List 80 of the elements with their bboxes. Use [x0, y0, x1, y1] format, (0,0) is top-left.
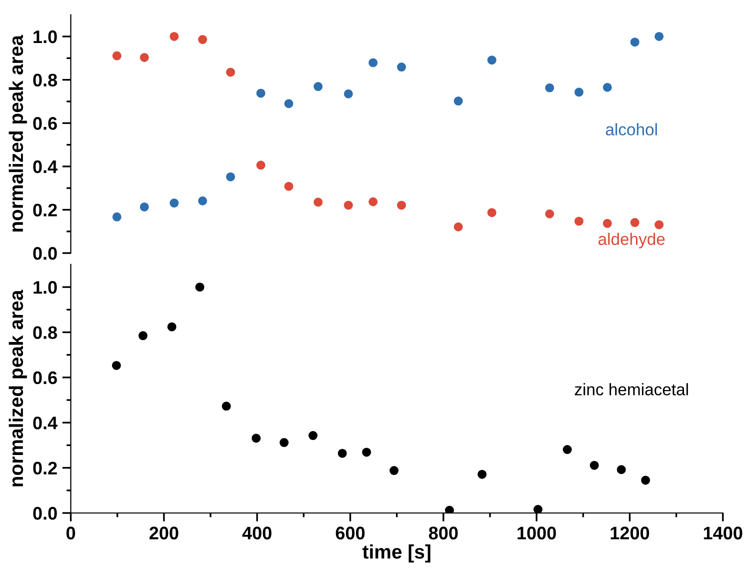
point — [338, 448, 347, 458]
point — [112, 212, 122, 222]
point — [140, 52, 149, 62]
point — [390, 466, 399, 476]
point — [602, 218, 612, 228]
series-label: aldehyde — [598, 232, 665, 248]
y-tick-label: 0.2 — [33, 462, 57, 475]
point — [314, 82, 323, 92]
point — [222, 402, 231, 411]
point — [344, 89, 353, 98]
x-tick-label: 400 — [242, 526, 272, 540]
y-tick-label: 0.8 — [33, 74, 58, 87]
y-tick-label: 0.4 — [33, 160, 58, 174]
point — [478, 470, 487, 479]
point — [396, 200, 406, 210]
x-tick-label: 1000 — [518, 526, 556, 540]
y-tick-label: 0.8 — [33, 326, 58, 339]
point — [284, 182, 294, 191]
point — [138, 331, 148, 340]
series-label: alcohol — [606, 123, 657, 136]
point — [140, 202, 149, 212]
y-tick-label: 0.6 — [33, 117, 57, 130]
point — [654, 32, 664, 41]
point — [630, 38, 640, 47]
point — [226, 68, 236, 77]
point — [170, 198, 179, 208]
point — [590, 460, 599, 470]
point — [602, 82, 612, 92]
point — [574, 216, 584, 226]
y-tick-label: 0.2 — [33, 204, 57, 216]
x-tick-label: 600 — [336, 526, 365, 540]
y-tick-label: 1.0 — [34, 30, 57, 44]
x-tick-label: 1200 — [610, 526, 650, 540]
point — [454, 96, 463, 106]
y-tick-label: 0.0 — [33, 506, 57, 520]
point — [487, 56, 496, 65]
point — [344, 200, 353, 210]
y-tick-label: 0.6 — [33, 371, 57, 384]
point — [252, 434, 261, 443]
x-tick-label: 200 — [150, 526, 178, 540]
point — [362, 448, 372, 457]
text: zinc hemiacetal — [574, 383, 688, 396]
point — [454, 222, 463, 232]
point — [170, 32, 179, 41]
point — [545, 83, 554, 92]
x-axis-title: time [s] — [362, 544, 430, 563]
point — [195, 282, 204, 292]
point — [198, 196, 208, 206]
x-tick-label: 0 — [66, 526, 76, 540]
point — [654, 220, 664, 230]
point — [256, 88, 266, 98]
point — [112, 360, 121, 370]
point — [198, 35, 208, 44]
point — [545, 209, 554, 218]
y-axis-title: normalized peak area — [8, 290, 27, 486]
point — [314, 198, 323, 207]
point — [256, 160, 266, 170]
point — [616, 465, 626, 474]
x-tick-label: 800 — [428, 526, 458, 540]
point — [280, 438, 289, 448]
point — [487, 208, 496, 218]
point — [167, 322, 176, 332]
point — [226, 172, 236, 182]
point — [396, 62, 406, 72]
y-tick-label: 0.0 — [33, 247, 57, 260]
point — [574, 88, 584, 97]
point — [533, 504, 542, 513]
point — [444, 506, 454, 513]
point — [284, 99, 294, 108]
y-axis-title: normalized peak area — [8, 34, 27, 232]
y-tick-label: 1.0 — [34, 281, 57, 294]
point — [630, 218, 640, 228]
point — [368, 197, 378, 206]
point — [641, 476, 650, 485]
point — [112, 51, 122, 60]
x-tick-label: 1400 — [704, 526, 742, 540]
point — [562, 445, 572, 454]
point — [368, 58, 378, 68]
y-tick-label: 0.4 — [33, 416, 58, 430]
point — [308, 431, 318, 440]
